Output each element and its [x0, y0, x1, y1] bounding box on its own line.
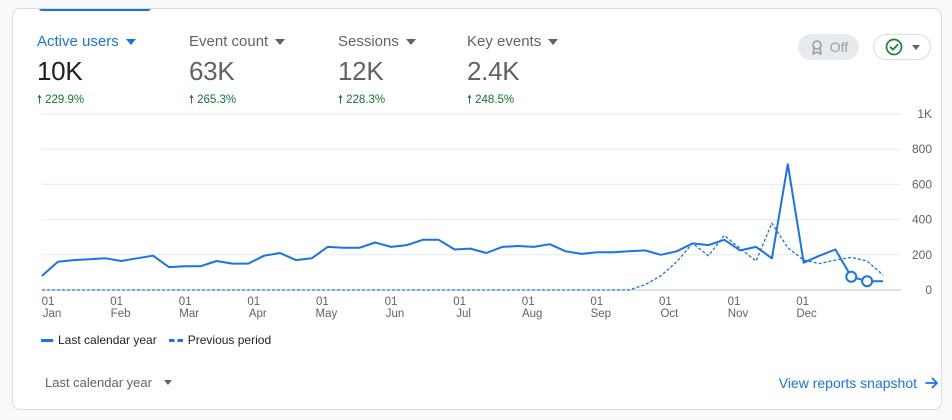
metric-change-value: 265.3%	[197, 94, 237, 106]
x-tick-month: Mar	[179, 308, 199, 320]
x-tick-day: 01	[590, 296, 603, 308]
y-tick-label: 0	[925, 283, 932, 297]
x-tick-day: 01	[659, 296, 672, 308]
x-tick-day: 01	[316, 296, 329, 308]
view-reports-label: View reports snapshot	[778, 375, 917, 391]
x-tick-day: 01	[728, 296, 741, 308]
metric-change-value: 229.9%	[45, 94, 85, 106]
x-tick-day: 01	[179, 296, 192, 308]
metric-change-value: 248.5%	[475, 94, 515, 106]
report-card: Active users 10K 🠕 229.9% Event count 63…	[12, 8, 942, 410]
metric-change: 🠕 248.5%	[467, 92, 558, 111]
y-tick-label: 800	[912, 142, 932, 156]
chevron-down-icon	[911, 44, 920, 50]
x-tick-day: 01	[247, 296, 260, 308]
y-tick-label: 600	[912, 177, 932, 191]
legend-label: Previous period	[187, 333, 272, 347]
arrow-up-icon: 🠕	[338, 94, 343, 106]
chevron-down-icon	[125, 39, 136, 45]
active-tab-indicator	[39, 9, 151, 11]
solid-line-swatch	[41, 338, 53, 342]
comparison-dropdown[interactable]	[873, 34, 931, 60]
dashed-line-swatch	[168, 338, 183, 342]
series-line-last-calendar-year	[41, 163, 883, 283]
y-tick-label: 200	[912, 248, 932, 262]
legend-label: Last calendar year	[58, 333, 157, 347]
x-tick-month: Jul	[456, 308, 471, 320]
metric-change: 🠕 265.3%	[189, 92, 285, 111]
metric-label-text: Sessions	[338, 33, 399, 50]
legend-item-last-year: Last calendar year	[41, 333, 157, 347]
x-tick-month: Oct	[660, 308, 679, 320]
x-tick-month: Sep	[591, 308, 611, 320]
date-range-dropdown[interactable]: Last calendar year	[45, 375, 172, 390]
x-tick-day: 01	[453, 296, 466, 308]
chevron-down-icon	[275, 39, 286, 45]
chevron-down-icon	[163, 380, 172, 385]
y-tick-label: 1K	[917, 107, 932, 121]
arrow-up-icon: 🠕	[189, 94, 194, 106]
metric-label: Active users	[37, 33, 136, 50]
metric-value: 2.4K	[467, 56, 520, 86]
series-line-previous-period	[42, 222, 884, 291]
metric-key-events[interactable]: Key events 2.4K 🠕 248.5%	[467, 33, 559, 111]
metric-change: 🠕 229.9%	[37, 92, 136, 111]
line-chart: 1K800600400200001Jan01Feb01Mar01Apr01May…	[41, 107, 932, 320]
arrow-up-icon: 🠕	[37, 94, 42, 106]
metric-label-text: Key events	[467, 33, 542, 50]
x-tick-month: Dec	[796, 308, 817, 320]
x-tick-day: 01	[42, 296, 55, 308]
toggle-label: Off	[829, 39, 849, 55]
metric-label: Sessions	[338, 33, 416, 50]
metric-value: 12K	[338, 56, 384, 86]
metric-label-text: Event count	[189, 33, 269, 50]
x-tick-month: Jan	[43, 308, 62, 320]
ribbon-icon	[811, 40, 822, 55]
x-tick-month: Apr	[249, 308, 267, 320]
x-tick-month: Aug	[522, 308, 542, 320]
metric-change-value: 228.3%	[346, 94, 386, 106]
chart-legend: Last calendar year Previous period	[41, 333, 283, 347]
x-tick-month: Nov	[728, 308, 749, 320]
metric-event-count[interactable]: Event count 63K 🠕 265.3%	[189, 33, 286, 111]
x-tick-day: 01	[385, 296, 398, 308]
metric-active-users[interactable]: Active users 10K 🠕 229.9%	[37, 33, 136, 111]
date-range-label: Last calendar year	[45, 375, 152, 390]
x-tick-month: Jun	[386, 308, 405, 320]
chevron-down-icon	[405, 39, 416, 45]
check-circle-icon	[885, 38, 902, 56]
x-tick-month: Feb	[111, 308, 131, 320]
metric-label: Key events	[467, 33, 559, 50]
metric-label-text: Active users	[37, 33, 119, 50]
metric-label: Event count	[189, 33, 286, 50]
data-point	[861, 275, 874, 288]
arrow-right-icon	[925, 377, 938, 389]
metric-change: 🠕 228.3%	[338, 92, 416, 111]
x-tick-day: 01	[110, 296, 123, 308]
x-tick-month: May	[316, 308, 338, 320]
chevron-down-icon	[548, 39, 559, 45]
data-point	[845, 270, 858, 283]
metric-sessions[interactable]: Sessions 12K 🠕 228.3%	[338, 33, 416, 111]
arrow-up-icon: 🠕	[467, 94, 472, 106]
metric-value: 63K	[189, 56, 235, 86]
view-reports-link[interactable]: View reports snapshot	[779, 375, 939, 391]
x-tick-day: 01	[796, 296, 809, 308]
legend-item-previous: Previous period	[168, 333, 272, 347]
insights-toggle[interactable]: Off	[798, 34, 859, 60]
y-tick-label: 400	[912, 213, 932, 227]
x-tick-day: 01	[522, 296, 535, 308]
metric-value: 10K	[37, 56, 83, 86]
